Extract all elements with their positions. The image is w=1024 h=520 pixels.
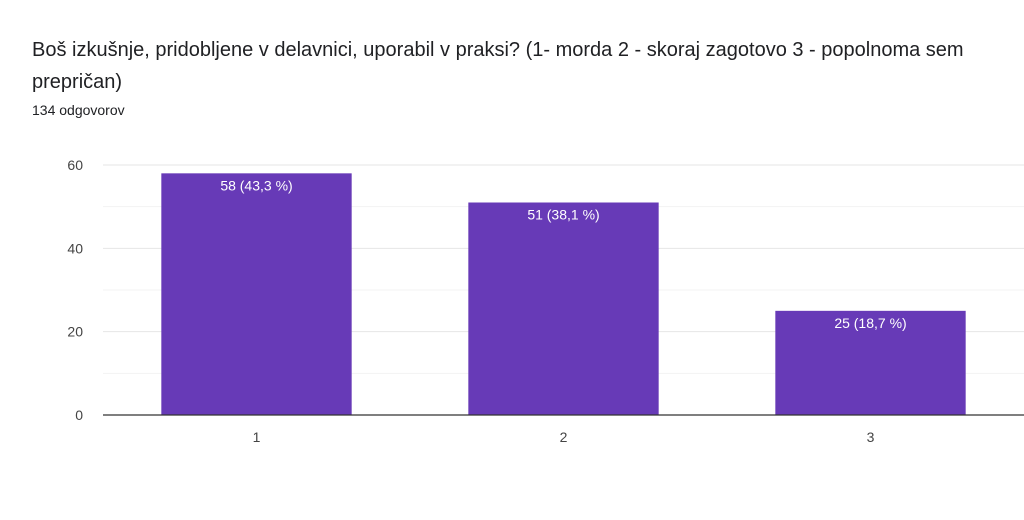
response-count: 134 odgovorov [32,102,125,118]
bar [775,310,966,415]
bar [161,173,352,415]
y-tick-label: 40 [67,240,83,256]
y-tick-label: 60 [67,157,83,173]
chart-title: Boš izkušnje, pridobljene v delavnici, u… [32,39,964,93]
x-tick-label: 3 [867,429,875,445]
bar [468,202,659,415]
bar-data-label: 58 (43,3 %) [220,177,292,193]
y-tick-label: 20 [67,324,83,340]
bar-data-label: 51 (38,1 %) [527,207,599,223]
x-tick-label: 1 [253,429,261,445]
x-tick-label: 2 [560,429,568,445]
y-tick-label: 0 [75,407,83,423]
bar-data-label: 25 (18,7 %) [834,315,906,331]
